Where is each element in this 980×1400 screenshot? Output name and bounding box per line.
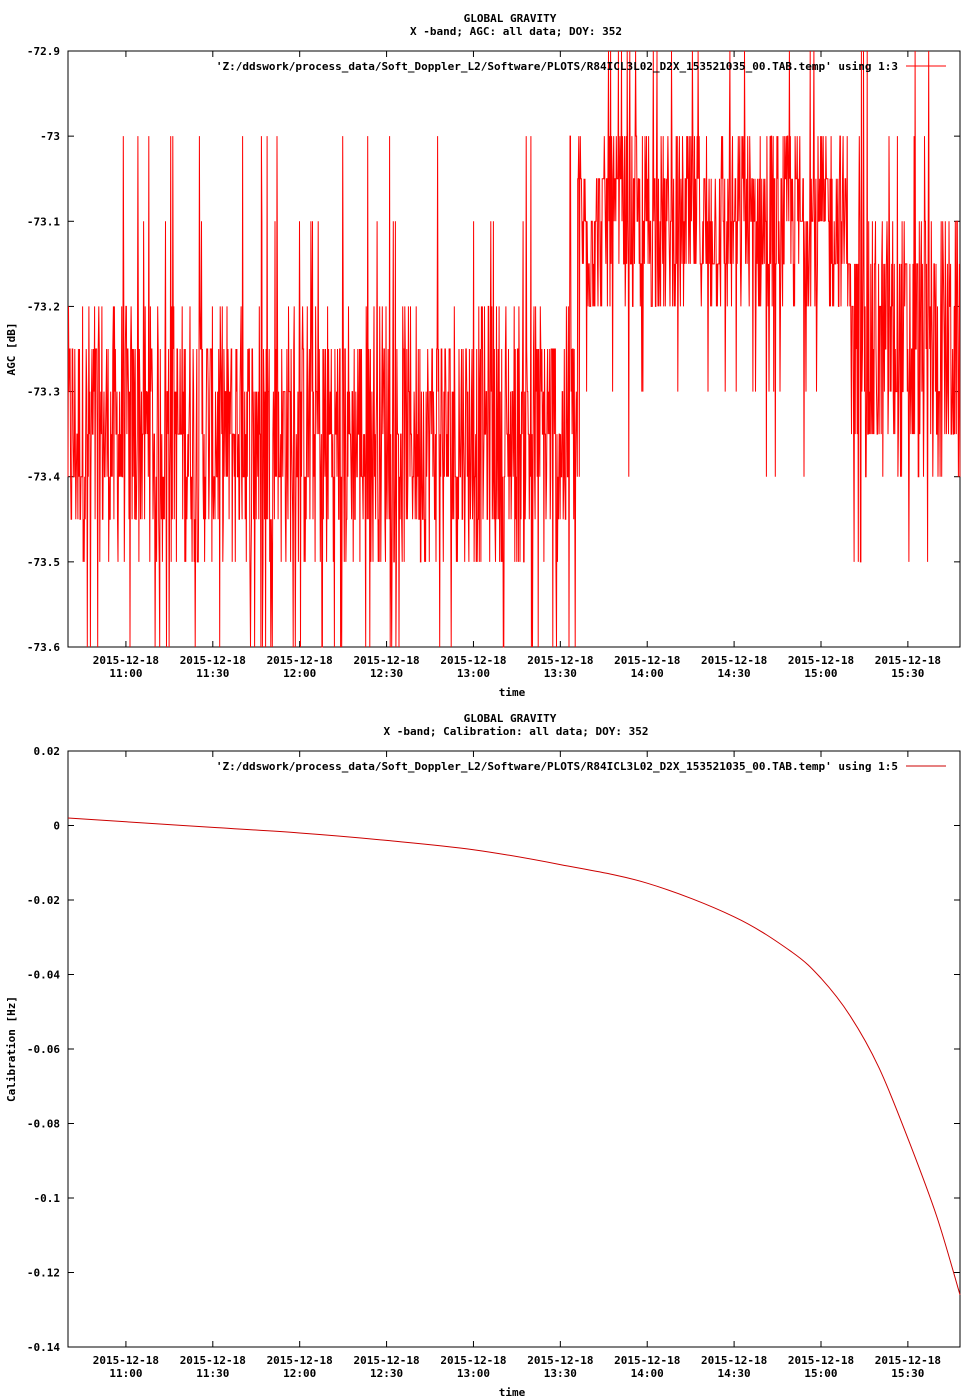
x-tick-time-label: 14:30 (718, 667, 751, 680)
x-tick-date-label: 2015-12-18 (527, 1354, 593, 1367)
x-tick-date-label: 2015-12-18 (180, 654, 246, 667)
y-tick-label: -0.14 (27, 1341, 60, 1354)
y-tick-label: -73.4 (27, 471, 60, 484)
y-tick-label: 0 (53, 820, 60, 833)
agc-x-ticks: 2015-12-1811:002015-12-1811:302015-12-18… (93, 51, 941, 680)
y-tick-label: -0.12 (27, 1267, 60, 1280)
calibration-chart-subtitle: X -band; Calibration: all data; DOY: 352 (384, 725, 649, 738)
x-tick-time-label: 15:00 (804, 667, 837, 680)
x-tick-date-label: 2015-12-18 (180, 1354, 246, 1367)
x-tick-time-label: 13:30 (544, 667, 577, 680)
calibration-series-line (67, 817, 961, 1295)
x-tick-time-label: 11:30 (196, 667, 229, 680)
x-tick-date-label: 2015-12-18 (614, 654, 680, 667)
x-tick-date-label: 2015-12-18 (267, 654, 333, 667)
x-tick-date-label: 2015-12-18 (93, 654, 159, 667)
agc-panel: GLOBAL GRAVITY X -band; AGC: all data; D… (5, 12, 961, 699)
x-tick-time-label: 15:00 (804, 1367, 837, 1380)
calibration-panel: GLOBAL GRAVITY X -band; Calibration: all… (5, 712, 961, 1399)
y-tick-label: -0.08 (27, 1118, 60, 1131)
calibration-legend-label: 'Z:/ddswork/process_data/Soft_Doppler_L2… (216, 760, 898, 773)
agc-series-line (67, 50, 961, 648)
calibration-x-ticks: 2015-12-1811:002015-12-1811:302015-12-18… (93, 751, 941, 1380)
y-tick-label: -73.5 (27, 556, 60, 569)
calibration-y-ticks: 0.02 0 -0.02 -0.04 -0.06 -0.08 -0.1 -0.12 -0.14 (27, 745, 960, 1354)
agc-x-axis-label: time (499, 686, 526, 699)
y-tick-label: -73.1 (27, 215, 60, 228)
y-tick-label: -73 (40, 130, 60, 143)
calibration-chart-title: GLOBAL GRAVITY (464, 712, 557, 725)
x-tick-date-label: 2015-12-18 (875, 654, 941, 667)
x-tick-time-label: 14:00 (631, 1367, 664, 1380)
x-tick-date-label: 2015-12-18 (701, 1354, 767, 1367)
y-tick-label: -0.02 (27, 894, 60, 907)
y-tick-label: -73.3 (27, 386, 60, 399)
y-tick-label: -73.6 (27, 641, 60, 654)
x-tick-date-label: 2015-12-18 (701, 654, 767, 667)
agc-chart-subtitle: X -band; AGC: all data; DOY: 352 (410, 25, 622, 38)
x-tick-date-label: 2015-12-18 (353, 654, 419, 667)
agc-y-axis-label: AGC [dB] (5, 323, 18, 376)
x-tick-date-label: 2015-12-18 (93, 1354, 159, 1367)
y-tick-label: -73.2 (27, 300, 60, 313)
x-tick-time-label: 12:00 (283, 1367, 316, 1380)
x-tick-date-label: 2015-12-18 (788, 1354, 854, 1367)
x-tick-time-label: 15:30 (891, 1367, 924, 1380)
x-tick-time-label: 15:30 (891, 667, 924, 680)
x-tick-date-label: 2015-12-18 (440, 654, 506, 667)
agc-legend-label: 'Z:/ddswork/process_data/Soft_Doppler_L2… (216, 60, 898, 73)
x-tick-time-label: 14:30 (718, 1367, 751, 1380)
calibration-x-axis-label: time (499, 1386, 526, 1399)
x-tick-date-label: 2015-12-18 (875, 1354, 941, 1367)
x-tick-time-label: 11:00 (109, 1367, 142, 1380)
y-tick-label: -72.9 (27, 45, 60, 58)
x-tick-time-label: 12:00 (283, 667, 316, 680)
x-tick-date-label: 2015-12-18 (788, 654, 854, 667)
x-tick-time-label: 13:30 (544, 1367, 577, 1380)
y-tick-label: -0.04 (27, 969, 60, 982)
x-tick-time-label: 12:30 (370, 1367, 403, 1380)
x-tick-date-label: 2015-12-18 (614, 1354, 680, 1367)
agc-chart-title: GLOBAL GRAVITY (464, 12, 557, 25)
x-tick-time-label: 14:00 (631, 667, 664, 680)
x-tick-date-label: 2015-12-18 (353, 1354, 419, 1367)
x-tick-time-label: 13:00 (457, 667, 490, 680)
calibration-y-axis-label: Calibration [Hz] (5, 996, 18, 1102)
x-tick-time-label: 11:00 (109, 667, 142, 680)
y-tick-label: 0.02 (34, 745, 61, 758)
x-tick-date-label: 2015-12-18 (440, 1354, 506, 1367)
x-tick-time-label: 12:30 (370, 667, 403, 680)
x-tick-date-label: 2015-12-18 (527, 654, 593, 667)
x-tick-time-label: 13:00 (457, 1367, 490, 1380)
calibration-plot-frame (67, 750, 961, 1348)
y-tick-label: -0.06 (27, 1043, 60, 1056)
x-tick-time-label: 11:30 (196, 1367, 229, 1380)
x-tick-date-label: 2015-12-18 (267, 1354, 333, 1367)
y-tick-label: -0.1 (34, 1192, 61, 1205)
